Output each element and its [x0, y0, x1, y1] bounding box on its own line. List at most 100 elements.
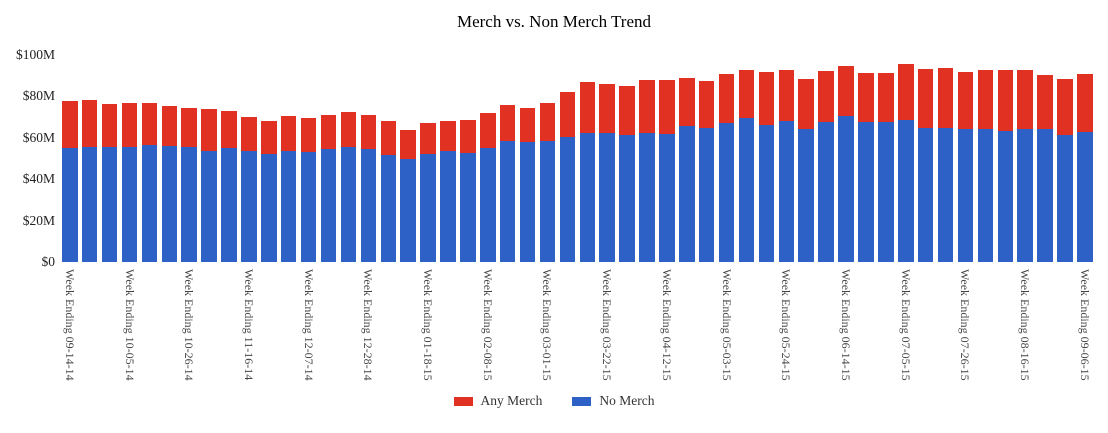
- any-merch-segment[interactable]: [878, 72, 894, 123]
- no-merch-segment[interactable]: [300, 152, 317, 262]
- any-merch-segment[interactable]: [778, 69, 794, 122]
- no-merch-segment[interactable]: [698, 127, 715, 262]
- no-merch-segment[interactable]: [241, 151, 257, 262]
- bar-week-31[interactable]: [659, 55, 675, 262]
- no-merch-segment[interactable]: [858, 122, 874, 262]
- any-merch-segment[interactable]: [659, 79, 675, 134]
- bar-week-25[interactable]: [539, 55, 556, 262]
- no-merch-segment[interactable]: [460, 153, 476, 262]
- no-merch-segment[interactable]: [1057, 134, 1073, 262]
- any-merch-segment[interactable]: [818, 70, 834, 123]
- bar-week-28[interactable]: [599, 55, 615, 262]
- no-merch-segment[interactable]: [957, 128, 974, 262]
- bar-week-10[interactable]: [241, 55, 257, 262]
- any-merch-segment[interactable]: [261, 121, 277, 155]
- bar-week-29[interactable]: [619, 55, 635, 262]
- bar-week-8[interactable]: [201, 55, 217, 262]
- no-merch-segment[interactable]: [997, 130, 1013, 262]
- bar-week-11[interactable]: [261, 55, 277, 262]
- no-merch-segment[interactable]: [440, 151, 456, 262]
- any-merch-segment[interactable]: [420, 123, 436, 155]
- no-merch-segment[interactable]: [599, 132, 615, 262]
- any-merch-segment[interactable]: [241, 117, 257, 152]
- no-merch-segment[interactable]: [758, 125, 775, 262]
- no-merch-segment[interactable]: [539, 140, 556, 262]
- bar-week-40[interactable]: [838, 55, 854, 262]
- no-merch-segment[interactable]: [639, 132, 655, 262]
- bar-week-38[interactable]: [798, 55, 814, 262]
- no-merch-segment[interactable]: [1017, 128, 1033, 262]
- any-merch-segment[interactable]: [499, 104, 516, 141]
- any-merch-segment[interactable]: [121, 102, 138, 148]
- any-merch-segment[interactable]: [858, 72, 874, 123]
- bar-week-36[interactable]: [758, 55, 775, 262]
- no-merch-segment[interactable]: [161, 146, 177, 262]
- any-merch-segment[interactable]: [559, 92, 576, 137]
- any-merch-segment[interactable]: [738, 69, 755, 119]
- any-merch-segment[interactable]: [519, 107, 536, 142]
- bar-week-39[interactable]: [818, 55, 834, 262]
- bar-week-3[interactable]: [101, 55, 118, 262]
- no-merch-segment[interactable]: [898, 120, 914, 262]
- bar-week-48[interactable]: [997, 55, 1013, 262]
- no-merch-segment[interactable]: [977, 128, 994, 262]
- bar-week-7[interactable]: [181, 55, 197, 262]
- bar-week-23[interactable]: [499, 55, 516, 262]
- bar-week-24[interactable]: [519, 55, 536, 262]
- any-merch-segment[interactable]: [62, 100, 78, 149]
- any-merch-segment[interactable]: [639, 79, 655, 133]
- bar-week-4[interactable]: [121, 55, 138, 262]
- no-merch-segment[interactable]: [798, 128, 814, 262]
- any-merch-segment[interactable]: [997, 69, 1013, 131]
- no-merch-segment[interactable]: [320, 149, 337, 262]
- bar-week-42[interactable]: [878, 55, 894, 262]
- bar-week-6[interactable]: [161, 55, 177, 262]
- no-merch-segment[interactable]: [221, 148, 237, 262]
- any-merch-segment[interactable]: [201, 108, 217, 152]
- no-merch-segment[interactable]: [420, 154, 436, 262]
- no-merch-segment[interactable]: [738, 118, 755, 262]
- any-merch-segment[interactable]: [440, 121, 456, 152]
- bar-week-41[interactable]: [858, 55, 874, 262]
- any-merch-segment[interactable]: [599, 84, 615, 133]
- bar-week-52[interactable]: [1077, 55, 1093, 262]
- any-merch-segment[interactable]: [460, 120, 476, 154]
- any-merch-segment[interactable]: [619, 86, 635, 135]
- no-merch-segment[interactable]: [340, 147, 357, 262]
- no-merch-segment[interactable]: [141, 145, 158, 262]
- any-merch-segment[interactable]: [758, 71, 775, 126]
- any-merch-segment[interactable]: [679, 77, 695, 127]
- any-merch-segment[interactable]: [280, 116, 297, 152]
- bar-week-44[interactable]: [917, 55, 934, 262]
- no-merch-segment[interactable]: [519, 141, 536, 262]
- any-merch-segment[interactable]: [181, 107, 197, 148]
- any-merch-segment[interactable]: [340, 111, 357, 148]
- any-merch-segment[interactable]: [300, 118, 317, 153]
- bar-week-50[interactable]: [1037, 55, 1053, 262]
- bar-week-16[interactable]: [360, 55, 377, 262]
- any-merch-segment[interactable]: [480, 113, 496, 149]
- no-merch-segment[interactable]: [121, 147, 138, 262]
- bar-week-46[interactable]: [957, 55, 974, 262]
- legend-item-any-merch[interactable]: Any Merch: [453, 393, 542, 409]
- any-merch-segment[interactable]: [977, 69, 994, 129]
- no-merch-segment[interactable]: [778, 121, 794, 262]
- bar-week-9[interactable]: [221, 55, 237, 262]
- bar-week-27[interactable]: [579, 55, 595, 262]
- any-merch-segment[interactable]: [898, 64, 914, 121]
- bar-week-47[interactable]: [977, 55, 994, 262]
- any-merch-segment[interactable]: [101, 103, 118, 148]
- no-merch-segment[interactable]: [181, 147, 197, 262]
- any-merch-segment[interactable]: [1017, 69, 1033, 129]
- no-merch-segment[interactable]: [360, 149, 377, 262]
- any-merch-segment[interactable]: [1077, 73, 1093, 132]
- bar-week-37[interactable]: [778, 55, 794, 262]
- no-merch-segment[interactable]: [480, 148, 496, 262]
- any-merch-segment[interactable]: [957, 71, 974, 129]
- no-merch-segment[interactable]: [679, 126, 695, 262]
- no-merch-segment[interactable]: [1077, 131, 1093, 262]
- any-merch-segment[interactable]: [917, 68, 934, 128]
- any-merch-segment[interactable]: [360, 115, 377, 150]
- bar-week-14[interactable]: [320, 55, 337, 262]
- no-merch-segment[interactable]: [1037, 128, 1053, 262]
